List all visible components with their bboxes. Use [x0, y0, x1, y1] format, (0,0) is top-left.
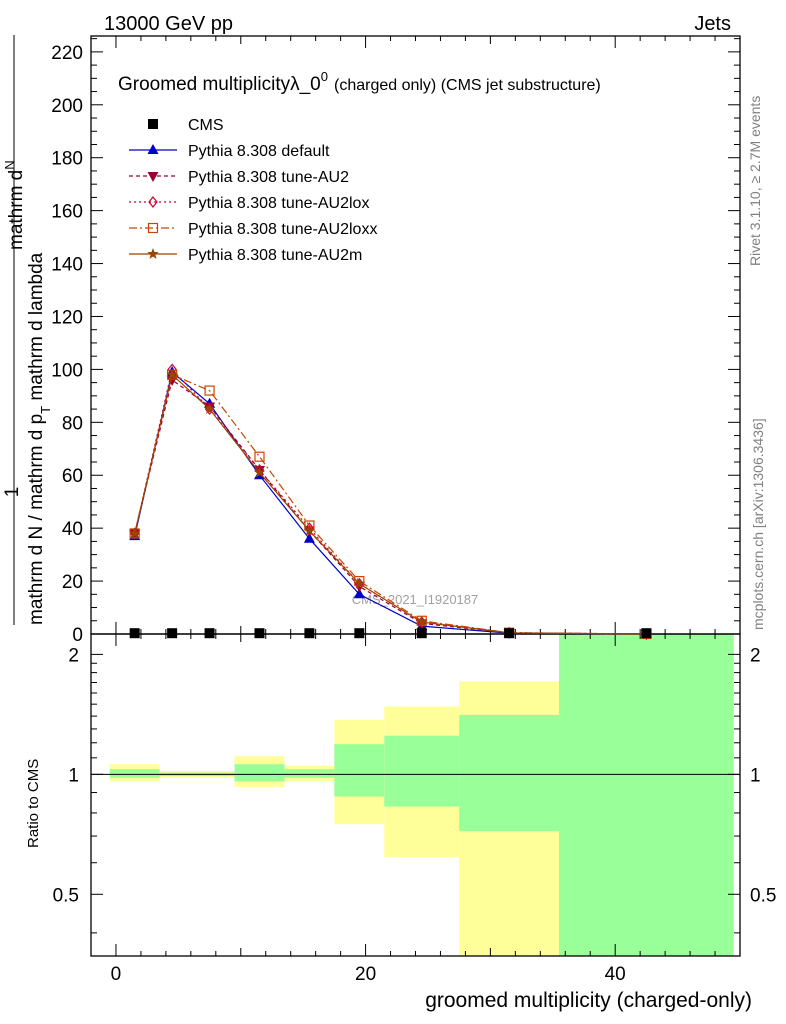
series-line	[134, 368, 647, 635]
ytick-label: 160	[51, 202, 83, 223]
series-point	[203, 403, 216, 414]
ratio-band-green	[284, 769, 335, 778]
cms-point	[304, 628, 315, 639]
header-right: Jets	[694, 13, 731, 35]
ytick-label: 40	[62, 519, 83, 540]
ytick-label: 80	[62, 413, 83, 434]
y-label-numer: mathrm dN	[2, 160, 27, 250]
ratio-ytick-label: 1	[68, 765, 79, 786]
cms-point	[416, 628, 427, 639]
ratio-ytick-label-right: 2	[750, 645, 761, 666]
series-point	[253, 466, 266, 478]
cms-point	[504, 628, 515, 639]
ratio-band-green	[459, 714, 560, 832]
ratio-axes: 0.5 0.51 12 20 20 40	[53, 633, 776, 985]
series-point	[204, 385, 215, 396]
ratio-band-green	[234, 764, 285, 782]
legend-marker	[148, 196, 158, 208]
legend: CMS Pythia 8.308 default Pythia 8.308 tune…	[129, 117, 377, 264]
series-point	[303, 532, 315, 543]
legend-label: Pythia 8.308 default	[188, 143, 330, 160]
chart-title: Groomed multiplicityλ_00(charged only) (…	[118, 69, 601, 95]
ratio-band-green	[334, 744, 385, 797]
series-point	[166, 368, 178, 380]
series-point	[353, 577, 365, 589]
ytick-label: 60	[62, 466, 83, 487]
cms-point	[167, 628, 178, 639]
legend-label: Pythia 8.308 tune-AU2lox	[188, 195, 369, 212]
ratio-ytick-label-right: 1	[750, 765, 761, 786]
analysis-watermark: CMS_2021_I1920187	[352, 592, 479, 607]
ratio-ytick-label: 0.5	[53, 885, 79, 906]
legend-marker	[148, 119, 158, 129]
series-point	[416, 616, 428, 627]
ytick-label: 140	[51, 255, 83, 276]
header-left: 13000 GeV pp	[104, 13, 233, 35]
ratio-bands	[109, 634, 734, 956]
series-point	[353, 588, 365, 599]
y-label-prefix: 1	[2, 487, 23, 498]
ytick-label: 120	[51, 307, 83, 328]
ratio-band-green	[109, 769, 160, 778]
legend-marker	[147, 248, 159, 259]
legend-label: CMS	[188, 117, 224, 134]
ytick-label: 200	[51, 96, 83, 117]
ratio-band-green	[559, 634, 734, 956]
ytick-label: 0	[72, 625, 83, 646]
cms-point	[354, 628, 365, 639]
legend-marker	[147, 172, 159, 182]
x-axis-label: groomed multiplicity (charged-only)	[425, 989, 752, 1012]
legend-label: Pythia 8.308 tune-AU2	[188, 169, 349, 186]
legend-marker	[147, 222, 159, 234]
series-point	[303, 524, 316, 536]
series-point	[254, 451, 265, 462]
ytick-label: 20	[62, 572, 83, 593]
cms-point	[129, 628, 140, 639]
y-label-denom: mathrm d N / mathrm d pT mathrm d lambda	[26, 252, 53, 625]
ratio-ytick-label: 2	[68, 645, 79, 666]
ratio-ytick-label-right: 0.5	[750, 885, 776, 906]
series-layer	[129, 363, 653, 640]
legend-marker	[147, 144, 159, 154]
legend-label: Pythia 8.308 tune-AU2m	[188, 247, 362, 264]
mcplots-label: mcplots.cern.ch [arXiv:1306.3436]	[750, 418, 766, 630]
ytick-label: 180	[51, 149, 83, 170]
xtick-label: 20	[355, 964, 376, 985]
cms-point	[254, 628, 265, 639]
main-axes: 0 20 40 60 80 100 120 140 160 180 200 220	[51, 35, 741, 646]
cms-data-layer	[129, 628, 652, 639]
ytick-label: 100	[51, 360, 83, 381]
y-label-ratio: Ratio to CMS	[25, 759, 42, 848]
xtick-label: 0	[111, 964, 122, 985]
ratio-band-green	[384, 735, 460, 807]
cms-point	[204, 628, 215, 639]
rivet-label: Rivet 3.1.10, ≥ 2.7M events	[747, 96, 763, 266]
ytick-label: 220	[51, 43, 83, 64]
legend-label: Pythia 8.308 tune-AU2loxx	[188, 221, 377, 238]
xtick-label: 40	[605, 964, 626, 985]
y-axis-label: 1 mathrm dN mathrm d N / mathrm d pT mat…	[2, 35, 53, 625]
cms-point	[641, 628, 652, 639]
series-point	[129, 527, 141, 539]
